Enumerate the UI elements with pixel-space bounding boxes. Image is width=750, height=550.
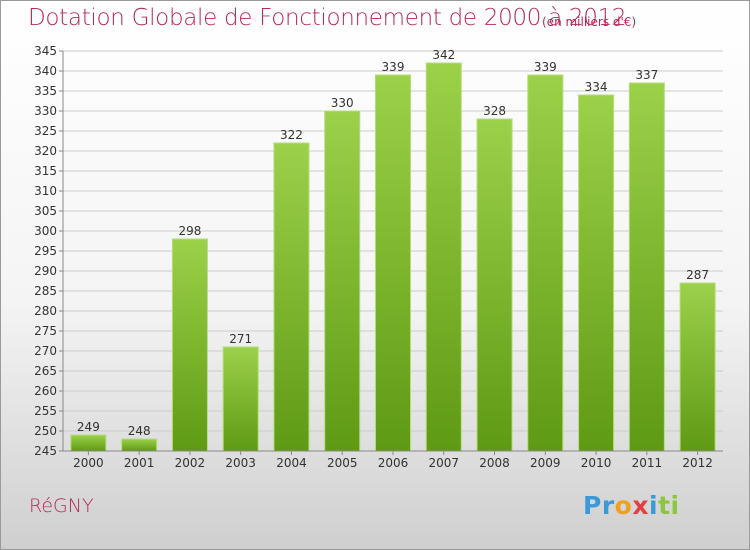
bar <box>578 94 615 452</box>
y-tick-label: 305 <box>34 204 57 218</box>
bar <box>121 438 158 452</box>
bar <box>527 74 564 452</box>
y-tick-label: 325 <box>34 124 57 138</box>
logo-letter: o <box>614 491 633 520</box>
y-tick-label: 310 <box>34 184 57 198</box>
commune-name: RéGNY <box>29 495 94 517</box>
bar <box>425 62 462 452</box>
bar <box>374 74 412 452</box>
y-axis: 245 250 255 260 265 270 275 280 285 290 295 300 305 3… <box>34 44 64 458</box>
x-tick-label: 2002 <box>175 456 206 470</box>
data-label: 298 <box>178 224 201 238</box>
y-tick-label: 335 <box>34 84 57 98</box>
bar <box>171 238 208 452</box>
logo-letter: ti <box>658 491 680 520</box>
y-tick-label: 280 <box>34 304 57 318</box>
y-tick-label: 245 <box>34 444 57 458</box>
data-label: 334 <box>585 80 608 94</box>
x-tick-label: 2007 <box>428 456 459 470</box>
y-tick-label: 255 <box>34 404 57 418</box>
x-tick-label: 2000 <box>73 456 104 470</box>
y-tick-label: 285 <box>34 284 57 298</box>
unit-label: (en milliers d'€) <box>542 15 637 29</box>
bar <box>324 110 361 452</box>
x-tick-label: 2010 <box>581 456 612 470</box>
y-tick-label: 250 <box>34 424 57 438</box>
data-label: 328 <box>483 104 506 118</box>
data-label: 248 <box>128 424 151 438</box>
x-tick-label: 2004 <box>276 456 307 470</box>
y-tick-label: 270 <box>34 344 57 358</box>
data-label: 330 <box>331 96 354 110</box>
y-tick-label: 295 <box>34 244 57 258</box>
x-tick-label: 2009 <box>530 456 561 470</box>
logo-letter: P <box>583 491 602 520</box>
data-label: 339 <box>382 60 405 74</box>
data-label: 271 <box>229 332 252 346</box>
x-tick-label: 2003 <box>225 456 256 470</box>
x-tick-label: 2011 <box>632 456 663 470</box>
data-label: 339 <box>534 60 557 74</box>
data-label: 342 <box>432 48 455 62</box>
y-tick-label: 300 <box>34 224 57 238</box>
y-tick-label: 320 <box>34 144 57 158</box>
bar <box>273 142 310 452</box>
data-label: 287 <box>686 268 709 282</box>
data-label: 322 <box>280 128 303 142</box>
bar <box>222 346 259 452</box>
x-tick-label: 2001 <box>124 456 155 470</box>
bar <box>70 434 107 452</box>
data-label: 249 <box>77 420 100 434</box>
x-tick-label: 2008 <box>479 456 510 470</box>
bar <box>476 118 513 452</box>
y-tick-label: 315 <box>34 164 57 178</box>
bars: 249 248 298 271 322 330 339 342 328 339 334 337 287 <box>70 48 716 452</box>
bar <box>679 282 716 452</box>
x-tick-label: 2012 <box>682 456 713 470</box>
chart-title: Dotation Globale de Fonctionnement de 20… <box>28 5 627 31</box>
y-tick-label: 345 <box>34 44 57 58</box>
y-tick-label: 330 <box>34 104 57 118</box>
x-axis: 2000 2001 2002 2003 2004 2005 2006 2007 2008 2009… <box>63 450 723 470</box>
x-tick-label: 2006 <box>378 456 409 470</box>
y-tick-label: 265 <box>34 364 57 378</box>
proxiti-logo[interactable]: Proxiti <box>583 491 680 520</box>
bar <box>628 82 665 452</box>
y-tick-label: 340 <box>34 64 57 78</box>
logo-letter: r <box>601 491 615 520</box>
x-tick-label: 2005 <box>327 456 358 470</box>
logo-letter: x <box>632 491 649 520</box>
logo-letter: i <box>649 491 659 520</box>
y-tick-label: 260 <box>34 384 57 398</box>
y-tick-label: 275 <box>34 324 57 338</box>
data-label: 337 <box>635 68 658 82</box>
y-tick-label: 290 <box>34 264 57 278</box>
